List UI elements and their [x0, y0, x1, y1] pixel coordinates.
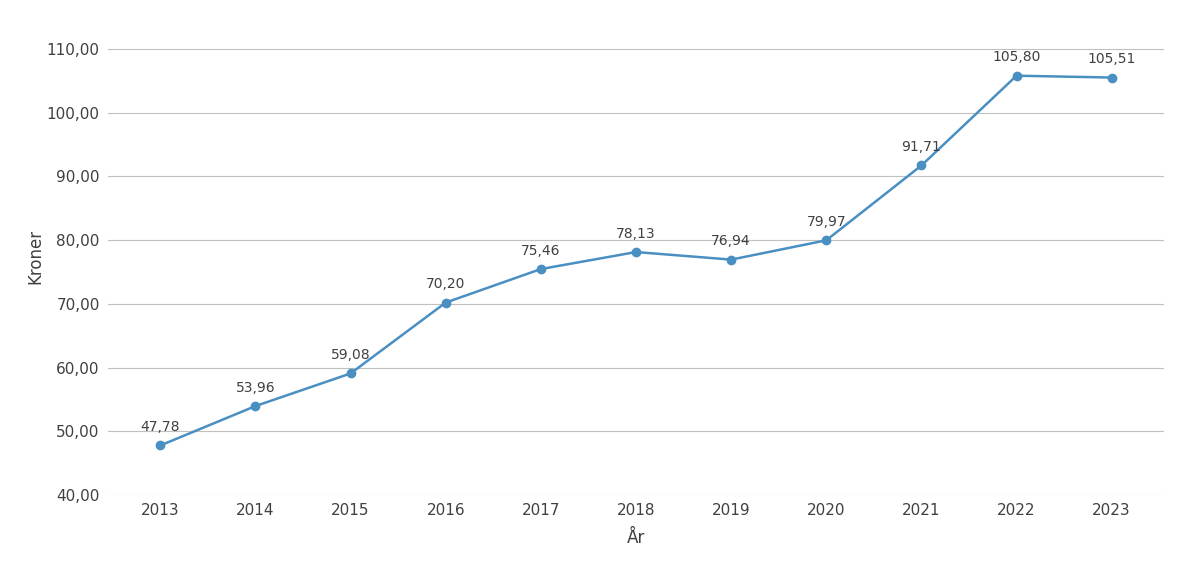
Text: 78,13: 78,13 [616, 226, 656, 241]
Text: 47,78: 47,78 [140, 420, 180, 434]
Text: 59,08: 59,08 [331, 348, 371, 362]
Y-axis label: Kroner: Kroner [26, 229, 44, 283]
Text: 91,71: 91,71 [901, 140, 941, 154]
Text: 53,96: 53,96 [235, 381, 275, 394]
Text: 105,51: 105,51 [1087, 52, 1136, 66]
Text: 79,97: 79,97 [806, 215, 846, 229]
Text: 70,20: 70,20 [426, 277, 466, 291]
Text: 105,80: 105,80 [992, 50, 1040, 64]
X-axis label: År: År [626, 530, 646, 547]
Text: 76,94: 76,94 [712, 234, 751, 248]
Text: 75,46: 75,46 [521, 244, 560, 258]
